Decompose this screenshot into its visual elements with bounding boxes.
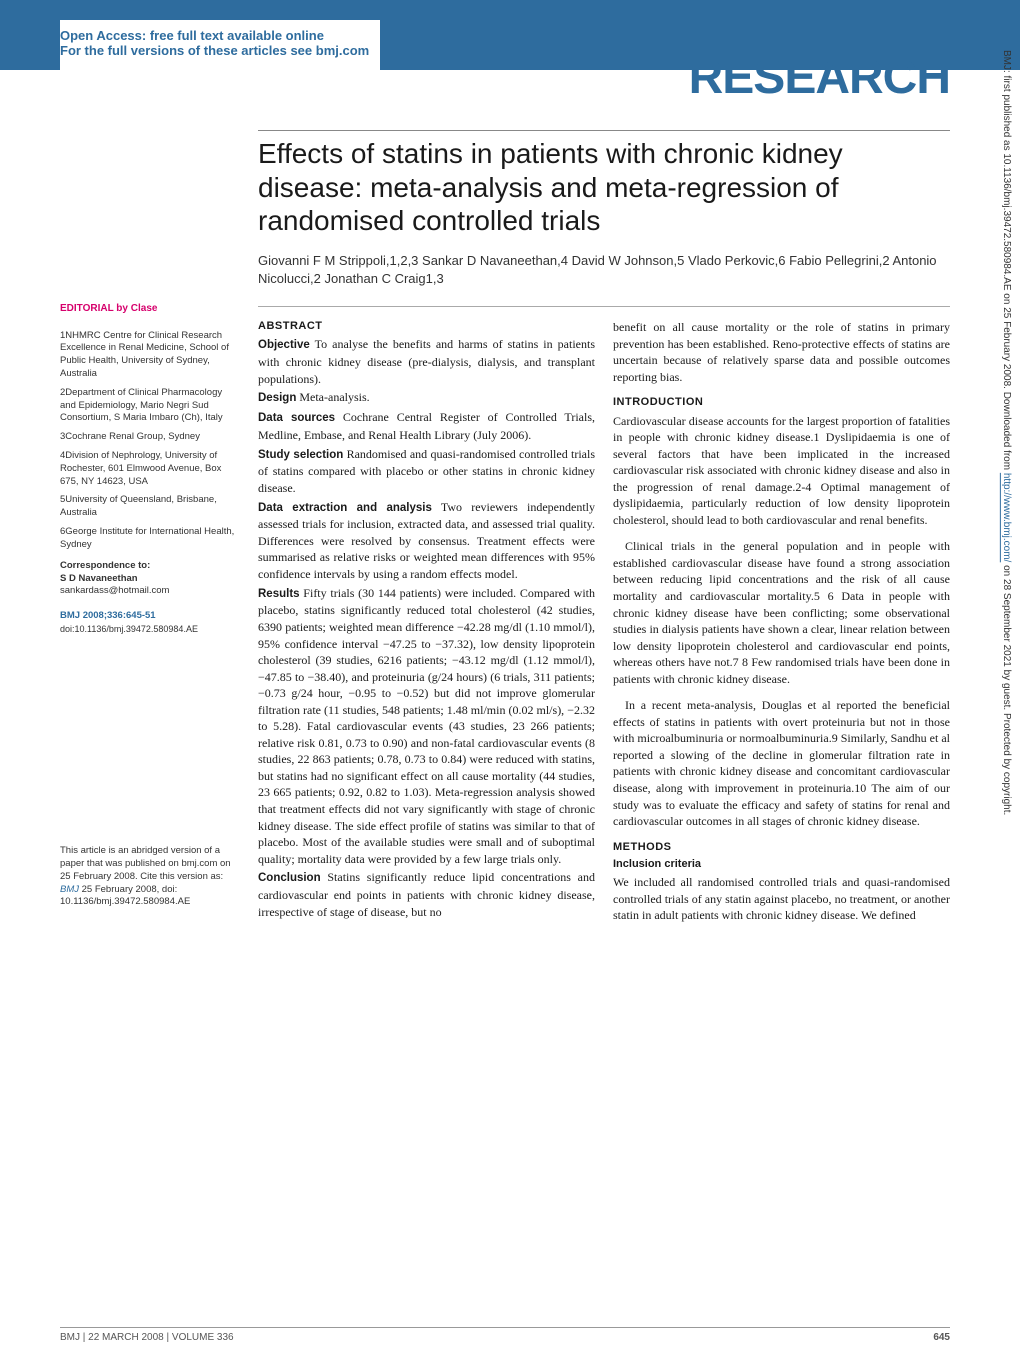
authors: Giovanni F M Strippoli,1,2,3 Sankar D Na… bbox=[258, 252, 950, 288]
affiliation-5: 5University of Queensland, Brisbane, Aus… bbox=[60, 494, 240, 520]
footer-left: BMJ | 22 MARCH 2008 | VOLUME 336 bbox=[60, 1332, 234, 1343]
abs-overflow: benefit on all cause mortality or the ro… bbox=[613, 319, 950, 385]
open-access-box: Open Access: free full text available on… bbox=[60, 20, 380, 70]
open-access-l2: For the full versions of these articles … bbox=[60, 43, 380, 58]
footer-right: 645 bbox=[933, 1332, 950, 1343]
side-prefix: BMJ: first published as 10.1136/bmj.3947… bbox=[1001, 50, 1012, 473]
extraction-label: Data extraction and analysis bbox=[258, 502, 432, 514]
abs-results: Results Fifty trials (30 144 patients) w… bbox=[258, 585, 595, 868]
design-text: Meta-analysis. bbox=[296, 390, 369, 404]
intro-heading: INTRODUCTION bbox=[613, 395, 950, 410]
abridged-text-2: 25 February 2008, doi: 10.1136/bmj.39472… bbox=[60, 884, 190, 908]
design-label: Design bbox=[258, 392, 296, 404]
intro-p3: In a recent meta-analysis, Douglas et al… bbox=[613, 697, 950, 829]
methods-sub: Inclusion criteria bbox=[613, 857, 950, 872]
abridged-text-1: This article is an abridged version of a… bbox=[60, 845, 231, 882]
page-body: EDITORIAL by Clase 1NHMRC Centre for Cli… bbox=[0, 70, 1020, 934]
section-label: RESEARCH bbox=[689, 50, 950, 105]
correspondence-label: Correspondence to: bbox=[60, 560, 240, 573]
correspondence-name: S D Navaneethan bbox=[60, 573, 240, 586]
editorial-ref: EDITORIAL by Clase bbox=[60, 302, 240, 316]
selection-label: Study selection bbox=[258, 449, 343, 461]
abs-design: Design Meta-analysis. bbox=[258, 389, 595, 407]
abs-sources: Data sources Cochrane Central Register o… bbox=[258, 409, 595, 443]
correspondence-email: sankardass@hotmail.com bbox=[60, 585, 240, 598]
col-1: ABSTRACT Objective To analyse the benefi… bbox=[258, 319, 595, 933]
affiliation-3: 3Cochrane Renal Group, Sydney bbox=[60, 431, 240, 444]
affiliation-2: 2Department of Clinical Pharmacology and… bbox=[60, 387, 240, 425]
abs-objective: Objective To analyse the benefits and ha… bbox=[258, 336, 595, 387]
results-label: Results bbox=[258, 588, 300, 600]
rule-top bbox=[258, 130, 950, 131]
open-access-l1: Open Access: free full text available on… bbox=[60, 28, 380, 43]
sources-label: Data sources bbox=[258, 412, 335, 424]
affiliation-6: 6George Institute for International Heal… bbox=[60, 526, 240, 552]
article-title: Effects of statins in patients with chro… bbox=[258, 137, 950, 238]
abstract-heading: ABSTRACT bbox=[258, 319, 595, 334]
side-suffix: on 28 September 2021 by guest. Protected… bbox=[1001, 562, 1012, 815]
objective-label: Objective bbox=[258, 339, 310, 351]
methods-p1: We included all randomised controlled tr… bbox=[613, 874, 950, 924]
side-link[interactable]: http://www.bmj.com/ bbox=[1001, 473, 1012, 562]
sidebar: EDITORIAL by Clase 1NHMRC Centre for Cli… bbox=[60, 130, 240, 934]
intro-p1: Cardiovascular disease accounts for the … bbox=[613, 413, 950, 529]
conclusion-label: Conclusion bbox=[258, 872, 321, 884]
page-footer: BMJ | 22 MARCH 2008 | VOLUME 336 645 bbox=[60, 1327, 950, 1343]
abridged-journal: BMJ bbox=[60, 884, 79, 895]
affiliation-1: 1NHMRC Centre for Clinical Research Exce… bbox=[60, 330, 240, 381]
doi: doi:10.1136/bmj.39472.580984.AE bbox=[60, 623, 240, 635]
results-text: Fifty trials (30 144 patients) were incl… bbox=[258, 586, 595, 866]
abridged-note: This article is an abridged version of a… bbox=[60, 845, 240, 909]
abs-selection: Study selection Randomised and quasi-ran… bbox=[258, 446, 595, 497]
col-2: benefit on all cause mortality or the ro… bbox=[613, 319, 950, 933]
rule-mid bbox=[258, 306, 950, 307]
affiliation-4: 4Division of Nephrology, University of R… bbox=[60, 450, 240, 488]
abs-conclusion: Conclusion Statins significantly reduce … bbox=[258, 869, 595, 920]
main-column: Effects of statins in patients with chro… bbox=[258, 130, 950, 934]
intro-p2: Clinical trials in the general populatio… bbox=[613, 538, 950, 687]
citation: BMJ 2008;336:645-51 bbox=[60, 610, 240, 623]
abs-extraction: Data extraction and analysis Two reviewe… bbox=[258, 499, 595, 583]
vertical-copyright: BMJ: first published as 10.1136/bmj.3947… bbox=[998, 50, 1012, 1300]
methods-heading: METHODS bbox=[613, 840, 950, 855]
text-columns: ABSTRACT Objective To analyse the benefi… bbox=[258, 319, 950, 933]
